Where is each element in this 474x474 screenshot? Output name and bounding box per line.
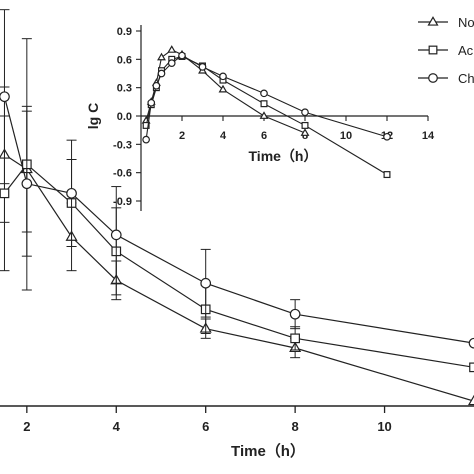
legend-item: Ac — [418, 43, 474, 58]
inset-plot: 2468101214 0.90.60.30.0-0.3-0.6-0.9 Time… — [85, 12, 435, 217]
main-x-tick-label: 6 — [202, 419, 209, 434]
inset-y-tick-label: -0.9 — [113, 196, 132, 208]
main-x-tick-label: 10 — [377, 419, 391, 434]
inset-point-square — [260, 100, 268, 108]
main-point-circle — [110, 229, 122, 241]
inset-point-circle — [219, 72, 227, 81]
legend-label: Ac — [458, 43, 474, 58]
inset-point-square — [383, 171, 391, 179]
main-point-triangle — [467, 394, 474, 406]
main-x-axis-label: Time（h） — [231, 442, 305, 460]
legend-marker-square — [428, 45, 438, 55]
inset-point-triangle — [259, 111, 269, 119]
inset-point-circle — [167, 59, 176, 67]
main-point-square — [0, 188, 10, 199]
main-point-circle — [21, 178, 33, 190]
inset-x-tick-label: 14 — [422, 130, 435, 142]
inset-point-circle — [147, 98, 156, 107]
main-point-square — [469, 362, 474, 373]
main-point-circle — [468, 337, 474, 349]
inset-y-tick-label: 0.6 — [117, 54, 132, 66]
main-point-circle — [289, 308, 301, 320]
inset-y-tick-label: 0.9 — [117, 26, 132, 38]
inset-point-circle — [142, 135, 150, 144]
inset-point-circle — [198, 63, 207, 71]
main-x-tick-label: 4 — [113, 419, 121, 434]
inset-y-tick-label: -0.3 — [113, 139, 132, 151]
inset-point-circle — [260, 89, 268, 98]
main-point-circle — [66, 187, 77, 199]
legend: No Ac Ch — [418, 15, 474, 86]
inset-background — [138, 12, 434, 217]
inset-point-triangle — [167, 45, 177, 53]
inset-series-circle — [142, 51, 391, 144]
legend-item: Ch — [418, 71, 474, 86]
main-series-circle — [0, 9, 474, 349]
main-point-circle — [0, 91, 10, 103]
main-point-circle — [200, 277, 212, 289]
inset-y-axis-label: lg C — [85, 103, 101, 129]
inset-point-square — [301, 121, 309, 129]
inset-point-triangle — [300, 128, 310, 136]
legend-label: Ch — [458, 71, 474, 86]
inset-y-tick-label: 0.0 — [117, 111, 132, 123]
inset-point-circle — [178, 51, 186, 60]
inset-point-circle — [383, 132, 391, 141]
inset-point-circle — [157, 69, 166, 78]
inset-x-tick-label: 10 — [340, 130, 352, 142]
inset-y-tick-label: -0.6 — [113, 168, 132, 180]
legend-marker-triangle — [427, 16, 439, 26]
inset-x-tick-label: 6 — [261, 130, 267, 142]
main-x-tick-label: 2 — [23, 419, 30, 434]
inset-x-tick-label: 8 — [302, 130, 308, 142]
inset-x-tick-label: 2 — [179, 130, 185, 142]
inset-point-square — [142, 121, 150, 129]
inset-x-axis-label: Time（h） — [249, 148, 318, 164]
inset-point-triangle — [157, 52, 166, 61]
inset-point-triangle — [218, 84, 228, 93]
main-x-tick-label: 8 — [292, 419, 299, 434]
legend-item: No — [418, 15, 474, 30]
inset-x-tick-label: 4 — [220, 130, 227, 142]
main-point-square — [290, 333, 300, 344]
inset-y-tick-label: 0.3 — [117, 83, 132, 95]
legend-marker-circle — [428, 73, 438, 83]
inset-point-circle — [301, 108, 309, 117]
legend-label: No — [458, 15, 474, 30]
main-plot: 2 4 6 8 10 Time（h） — [0, 9, 474, 460]
inset-point-circle — [152, 81, 161, 90]
